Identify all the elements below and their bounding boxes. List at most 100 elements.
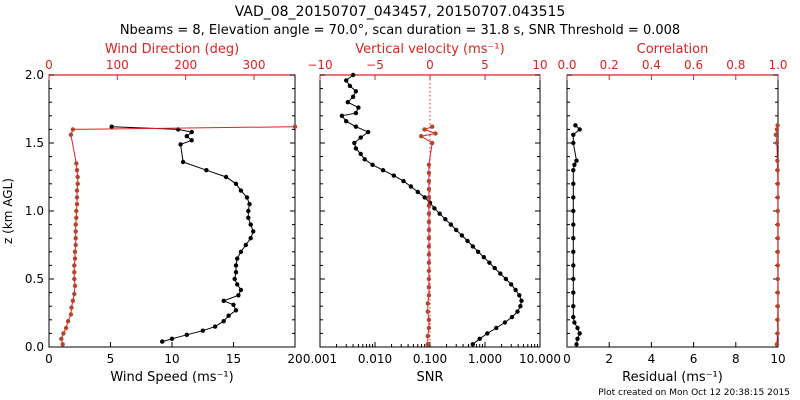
data-point xyxy=(426,268,432,273)
data-point xyxy=(231,302,236,307)
data-point xyxy=(774,127,780,132)
plot-frame xyxy=(566,74,779,348)
data-point xyxy=(235,256,240,261)
data-point xyxy=(178,142,183,147)
top-x-tick-label: 0.6 xyxy=(684,58,703,72)
top-x-tick-label: 0 xyxy=(45,58,53,72)
data-point xyxy=(344,119,349,124)
data-point xyxy=(232,276,237,282)
x-tick-label: 0 xyxy=(563,352,571,366)
data-point xyxy=(74,202,80,207)
top-x-tick-label: 100 xyxy=(106,58,129,72)
x-tick-label: 15 xyxy=(226,352,241,366)
data-point xyxy=(380,168,386,173)
y-tick-label: 0.5 xyxy=(25,272,44,286)
y-tick-label: 2.0 xyxy=(25,68,44,82)
data-point xyxy=(571,140,576,146)
data-point xyxy=(426,178,432,184)
x-tick-label: 6 xyxy=(690,352,698,366)
data-point xyxy=(72,283,78,288)
data-point xyxy=(502,320,508,325)
data-point xyxy=(775,290,780,295)
data-point xyxy=(426,285,432,290)
data-point xyxy=(425,333,430,339)
data-point xyxy=(574,158,579,163)
data-point xyxy=(353,110,359,116)
x-tick-label: 0 xyxy=(45,352,53,366)
data-point xyxy=(248,236,253,241)
data-point xyxy=(773,132,779,137)
top-x-tick-label: 1.0 xyxy=(768,58,787,72)
data-point xyxy=(61,331,66,336)
data-point xyxy=(223,174,229,180)
data-point xyxy=(73,242,78,248)
data-point xyxy=(481,255,486,260)
data-point xyxy=(571,249,576,254)
data-point xyxy=(68,132,74,137)
top-x-tick-label: 0.2 xyxy=(600,58,619,72)
x-tick-label: 0.100 xyxy=(413,352,447,366)
data-point xyxy=(775,195,780,200)
x-tick-label: 4 xyxy=(648,352,656,366)
data-point xyxy=(774,342,780,347)
top-x-tick-label: 0 xyxy=(426,58,434,72)
data-point xyxy=(353,146,359,151)
data-point xyxy=(426,227,432,233)
data-point xyxy=(292,124,298,129)
data-point xyxy=(189,138,194,143)
data-point xyxy=(571,263,576,268)
x-tick-label: 20 xyxy=(287,352,302,366)
data-point xyxy=(454,227,459,233)
y-tick-label: 1.0 xyxy=(25,204,44,218)
data-point xyxy=(70,298,76,303)
data-point xyxy=(235,282,240,287)
data-point xyxy=(352,140,357,146)
data-point xyxy=(426,187,432,192)
data-point xyxy=(74,188,80,193)
data-point xyxy=(426,317,432,322)
data-point xyxy=(426,276,432,282)
data-point xyxy=(59,336,64,341)
data-point xyxy=(73,236,78,241)
data-point xyxy=(72,276,77,282)
plot-frame xyxy=(48,74,296,348)
data-point xyxy=(775,304,780,309)
data-point xyxy=(575,325,580,331)
data-point xyxy=(238,249,244,254)
series-line-wind-speed xyxy=(111,126,254,343)
data-point xyxy=(426,195,432,200)
data-point xyxy=(426,260,432,265)
data-point xyxy=(470,244,475,249)
top-x-axis-label: Correlation xyxy=(637,42,709,57)
y-tick-label: 0.0 xyxy=(25,340,44,354)
data-point xyxy=(775,331,780,336)
top-x-tick-label: 0.4 xyxy=(642,58,661,72)
x-tick-label: 2 xyxy=(605,352,613,366)
panel-3: 0 2 4 6 8 10 0.0 0.2 0.4 0.6 0.8 1.0 Residual (ms⁻¹)… xyxy=(557,42,787,385)
data-point xyxy=(571,181,576,186)
data-point xyxy=(74,195,80,200)
data-point xyxy=(575,336,580,341)
data-point xyxy=(571,314,576,320)
data-point xyxy=(75,174,80,180)
data-point xyxy=(475,249,481,254)
data-point xyxy=(503,276,509,282)
data-point xyxy=(353,89,359,94)
data-point xyxy=(74,215,79,220)
data-point xyxy=(432,206,437,211)
data-point xyxy=(775,276,780,282)
top-x-tick-label: 200 xyxy=(174,58,197,72)
series-line-correlation xyxy=(775,125,779,345)
data-point xyxy=(353,124,359,129)
data-point xyxy=(63,325,69,331)
data-point xyxy=(459,233,465,238)
series-line-vertical-velocity xyxy=(419,126,438,345)
data-point xyxy=(74,208,79,214)
data-point xyxy=(492,265,497,271)
top-x-tick-label: −10 xyxy=(307,58,332,72)
data-point xyxy=(221,298,226,303)
data-point xyxy=(571,222,576,227)
data-point xyxy=(391,173,396,178)
